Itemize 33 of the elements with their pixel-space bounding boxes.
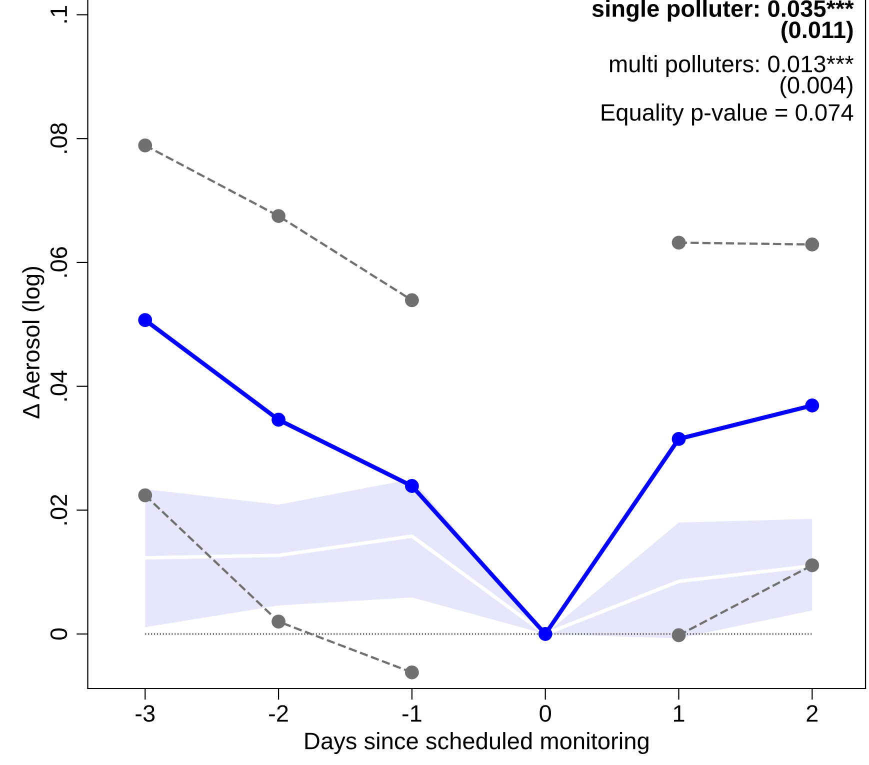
point [672,432,686,446]
annotation: multi polluters: 0.013*** (0.004) [610,55,854,98]
annotation: Equality p-value = 0.074 [602,103,854,126]
point [538,627,552,641]
point [672,236,686,250]
y-tick-label: .04 [50,370,68,401]
x-tick-label: -2 [269,705,288,722]
point [272,209,286,223]
point [272,412,286,427]
y-tick-label: .08 [50,123,68,153]
x-tick-label: 2 [806,705,818,722]
y-tick-label: .1 [50,6,67,22]
y-tick-label: 0 [50,628,68,640]
y-tick-label: .06 [50,247,68,277]
y-tick-label: .02 [50,494,68,524]
point [805,398,820,412]
point [405,665,419,680]
point [672,628,686,642]
point [138,488,152,502]
x-tick-label: 1 [674,705,684,722]
point [272,614,286,629]
point [805,238,820,252]
point [405,479,419,493]
y-axis-title: Δ Aerosol (log) [22,267,44,418]
point [138,138,152,152]
point [405,293,419,308]
x-tick-label: -1 [402,705,422,722]
annotation: single polluter: 0.035*** (0.011) [592,0,854,43]
x-axis-title: Days since scheduled monitoring [305,732,648,754]
x-tick-label: -3 [136,705,155,722]
point [138,313,152,327]
point [805,558,820,572]
x-tick-label: 0 [540,705,551,722]
